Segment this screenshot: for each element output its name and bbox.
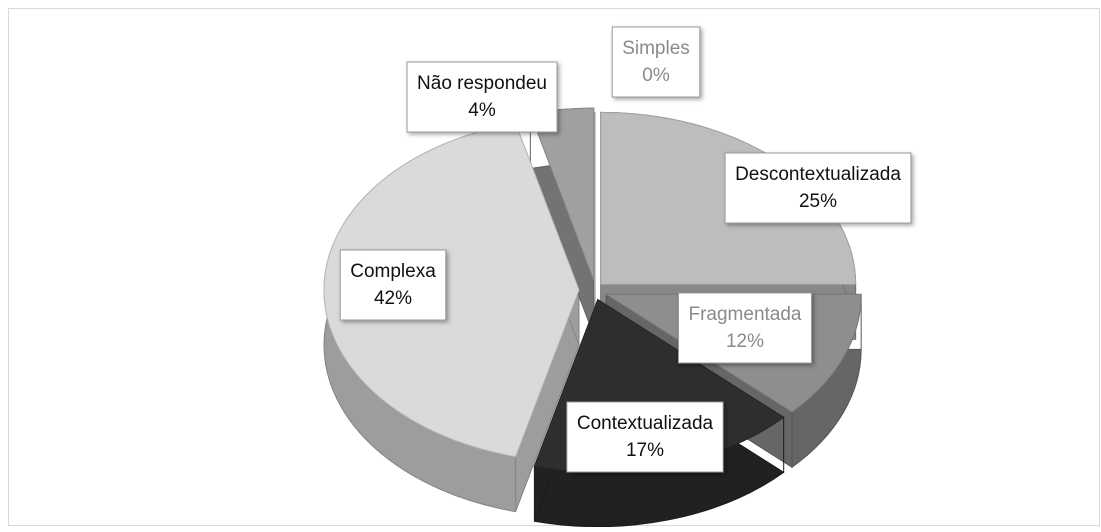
label-category: Descontextualizada [735,164,901,185]
data-label: Contextualizada 17% [566,401,724,473]
label-box [677,292,813,364]
label-category: Não respondeu [417,73,547,94]
label-box [566,401,724,473]
data-label: Simples 0% [611,26,701,98]
data-label: Descontextualizada 25% [724,152,912,224]
slice [323,122,580,458]
label-category: Simples [622,38,690,59]
label-value: 17% [626,440,664,461]
label-box [611,26,701,98]
label-category: Complexa [350,261,436,282]
label-value: 12% [726,331,764,352]
data-labels: Simples 0% Descontextualizada 25% Fragmentad… [339,26,912,473]
label-category: Contextualizada [577,413,714,434]
data-label: Fragmentada 12% [677,292,813,364]
label-value: 0% [642,65,670,86]
label-box [406,61,558,133]
label-value: 25% [799,191,837,212]
label-value: 4% [468,100,496,121]
label-box [724,152,912,224]
data-label: Não respondeu 4% [406,61,558,133]
label-category: Fragmentada [688,304,801,325]
data-label: Complexa 42% [339,249,447,321]
label-box [339,249,447,321]
label-value: 42% [374,288,412,309]
